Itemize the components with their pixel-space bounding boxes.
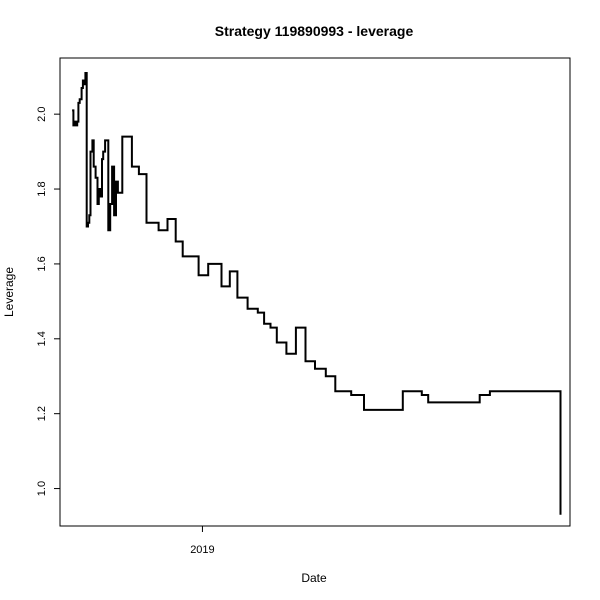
y-tick-label: 1.2 [36,406,48,421]
y-tick-label: 1.4 [36,331,48,346]
y-tick-label: 2.0 [36,107,48,122]
plot-frame [59,57,571,527]
y-tick-label: 1.8 [36,181,48,196]
leverage-series-line [72,72,562,515]
x-axis: 2019 [190,526,215,556]
y-tick-label: 1.0 [36,481,48,496]
x-tick-label: 2019 [190,544,214,556]
y-tick-label: 1.6 [36,256,48,271]
y-axis-label: Leverage [2,267,16,317]
y-axis: 1.0 1.2 1.4 1.6 1.8 2.0 [36,107,60,496]
chart-title: Strategy 119890993 - leverage [215,23,414,39]
x-axis-label: Date [301,571,327,585]
